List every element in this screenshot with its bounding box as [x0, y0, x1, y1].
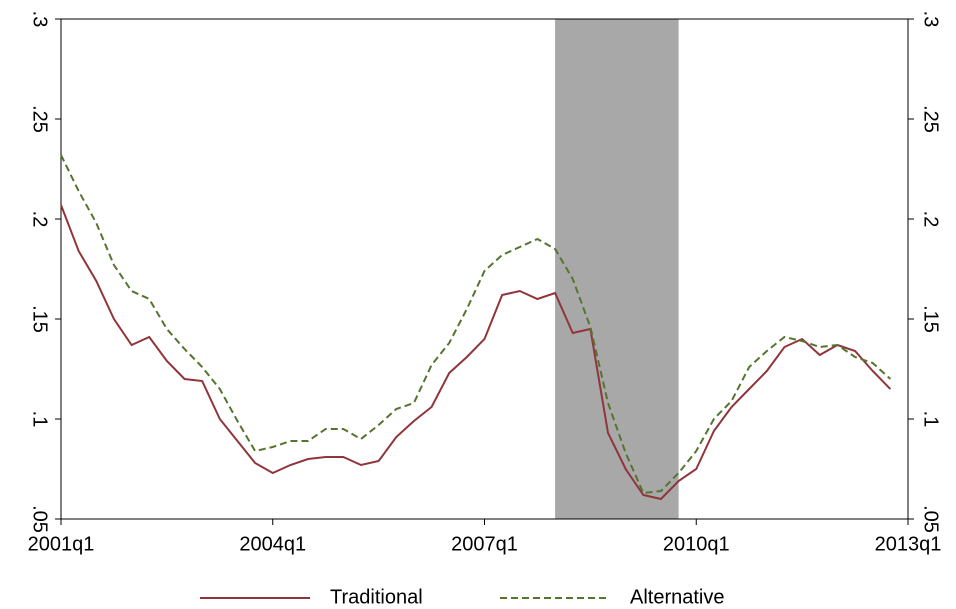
y-tick-label: .25 — [29, 105, 51, 133]
y-tick-label: .15 — [29, 305, 51, 333]
legend-label: Traditional — [330, 586, 423, 608]
legend-label: Alternative — [630, 586, 725, 608]
series-line — [60, 154, 892, 495]
plot-frame — [60, 18, 909, 520]
y-tick-label: .05 — [29, 505, 51, 533]
y2-tick-label: .2 — [920, 211, 942, 228]
x-tick-label: 2001q1 — [28, 533, 95, 555]
x-tick-label: 2010q1 — [663, 533, 730, 555]
y-tick-label: .3 — [29, 11, 51, 28]
y2-tick-label: .1 — [920, 411, 942, 428]
x-tick-label: 2007q1 — [451, 533, 518, 555]
y2-tick-label: .15 — [920, 305, 942, 333]
y2-tick-label: .3 — [920, 11, 942, 28]
series-line — [60, 204, 892, 501]
x-tick-label: 2013q1 — [875, 533, 942, 555]
y-tick-label: .2 — [29, 211, 51, 228]
recession-shade — [555, 19, 679, 519]
x-tick-label: 2004q1 — [239, 533, 306, 555]
y2-tick-label: .25 — [920, 105, 942, 133]
y2-tick-label: .05 — [920, 505, 942, 533]
y-tick-label: .1 — [29, 411, 51, 428]
